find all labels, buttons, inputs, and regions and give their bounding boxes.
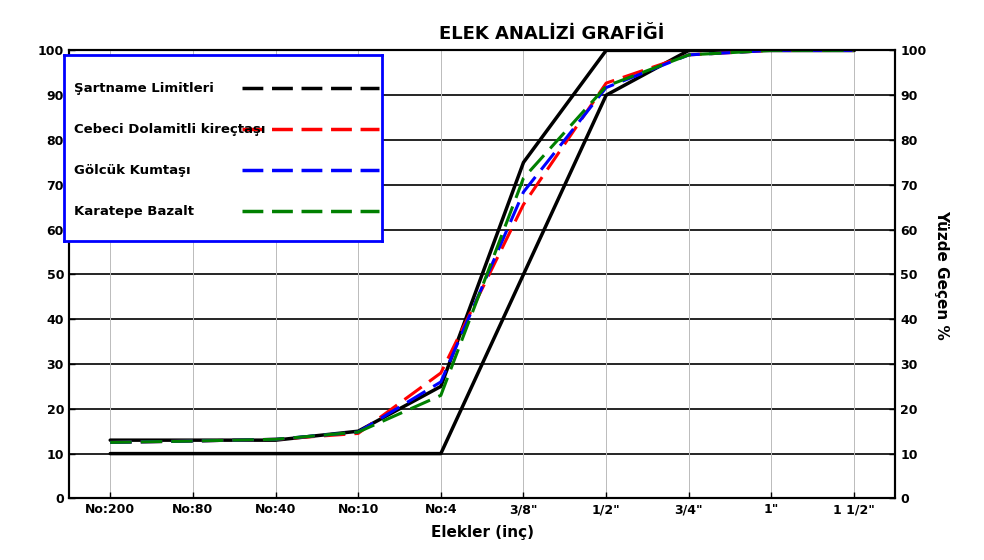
Text: Gölcük Kumtaşı: Gölcük Kumtaşı: [74, 164, 190, 176]
Text: Cebeci Dolamitli kireçtaşı: Cebeci Dolamitli kireçtaşı: [74, 123, 265, 136]
Text: Şartname Limitleri: Şartname Limitleri: [74, 82, 214, 95]
Text: ELEK ANALİZİ GRAFİĞİ: ELEK ANALİZİ GRAFİĞİ: [439, 25, 664, 43]
Y-axis label: Yüzde Geçen %: Yüzde Geçen %: [934, 209, 949, 339]
X-axis label: Elekler (inç): Elekler (inç): [431, 525, 533, 540]
Text: Karatepe Bazalt: Karatepe Bazalt: [74, 204, 194, 217]
